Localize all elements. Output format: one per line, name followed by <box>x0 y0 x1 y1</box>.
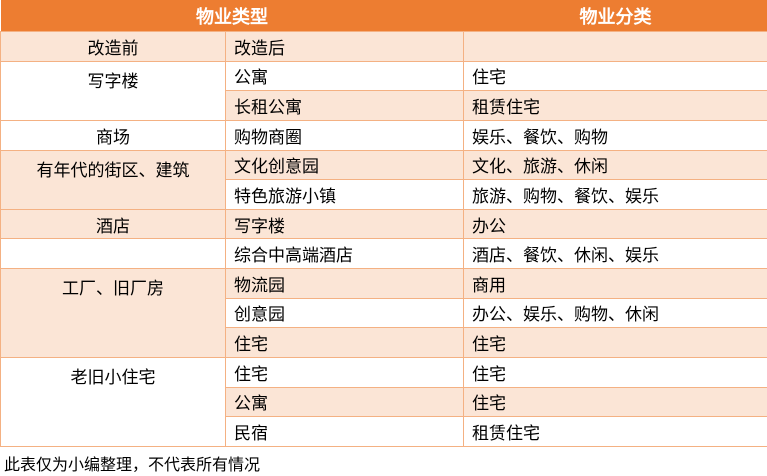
cell-category: 文化、旅游、休闲 <box>463 149 767 181</box>
table-row: 老旧小住宅 住宅 住宅 <box>0 356 767 447</box>
table-row: 特色旅游小镇 旅游、购物、餐饮、娱乐 <box>1 179 767 210</box>
header-property-category: 物业分类 <box>463 0 767 32</box>
cell-category: 办公 <box>463 208 767 240</box>
cell-before: 商场 <box>0 119 226 151</box>
cell-before: 写字楼 <box>0 60 226 121</box>
cell-after: 民宿 <box>225 416 464 447</box>
property-conversion-table: 物业类型 物业分类 改造前 改造后 写字楼 公寓 住宅 长租公寓 租赁住宅 商场… <box>0 0 767 447</box>
cell-category: 租赁住宅 <box>463 416 767 447</box>
cell-category-empty <box>463 31 767 62</box>
table-row: 有年代的街区、建筑 文化创意园 文化、旅游、休闲 <box>0 149 767 210</box>
cell-after: 长租公寓 <box>225 90 464 121</box>
cell-after: 特色旅游小镇 <box>225 179 464 210</box>
cell-before-label: 改造前 <box>0 31 226 62</box>
footer-note: 此表仅为小编整理，不代表所有情况 <box>4 456 261 474</box>
table-row: 商场 购物商圈 娱乐、餐饮、购物 <box>0 119 767 151</box>
cell-after: 住宅 <box>225 356 464 388</box>
table-row: 公寓 住宅 <box>1 386 767 418</box>
cell-before: 老旧小住宅 <box>0 356 226 447</box>
cell-after: 写字楼 <box>225 208 464 240</box>
cell-category: 酒店、餐饮、休闲、娱乐 <box>463 238 767 269</box>
cell-before: 工厂、旧厂房 <box>0 268 226 358</box>
table-row: 住宅 住宅 <box>1 327 767 358</box>
cell-before: 有年代的街区、建筑 <box>0 149 226 210</box>
table-row: 综合中高端酒店 酒店、餐饮、休闲、娱乐 <box>0 238 767 269</box>
cell-category: 住宅 <box>463 327 767 358</box>
table-row: 酒店 写字楼 办公 <box>0 208 767 240</box>
table-row: 创意园 办公、娱乐、购物、休闲 <box>1 297 767 329</box>
cell-category: 租赁住宅 <box>463 90 767 121</box>
cell-after: 住宅 <box>225 327 464 358</box>
cell-after-label: 改造后 <box>225 31 464 62</box>
cell-category: 旅游、购物、餐饮、娱乐 <box>463 179 767 210</box>
header-property-type: 物业类型 <box>0 0 464 32</box>
cell-category: 商用 <box>463 268 767 299</box>
cell-after: 购物商圈 <box>225 119 464 151</box>
table-row: 长租公寓 租赁住宅 <box>1 90 767 121</box>
cell-before-empty <box>0 238 226 269</box>
cell-category: 住宅 <box>463 356 767 388</box>
table-row: 改造前 改造后 <box>0 31 767 62</box>
header-row: 物业类型 物业分类 <box>0 0 767 32</box>
cell-category: 住宅 <box>463 386 767 418</box>
cell-after: 综合中高端酒店 <box>225 238 464 269</box>
cell-after: 物流园 <box>225 268 464 299</box>
cell-category: 办公、娱乐、购物、休闲 <box>463 297 767 329</box>
cell-before: 酒店 <box>0 208 226 240</box>
table-row: 民宿 租赁住宅 <box>1 416 767 447</box>
cell-category: 娱乐、餐饮、购物 <box>463 119 767 151</box>
cell-after: 创意园 <box>225 297 464 329</box>
cell-category: 住宅 <box>463 60 767 92</box>
table-row: 工厂、旧厂房 物流园 商用 <box>0 268 767 358</box>
cell-after: 公寓 <box>225 60 464 92</box>
table-row: 写字楼 公寓 住宅 <box>0 60 767 121</box>
cell-after: 文化创意园 <box>225 149 464 181</box>
cell-after: 公寓 <box>225 386 464 418</box>
